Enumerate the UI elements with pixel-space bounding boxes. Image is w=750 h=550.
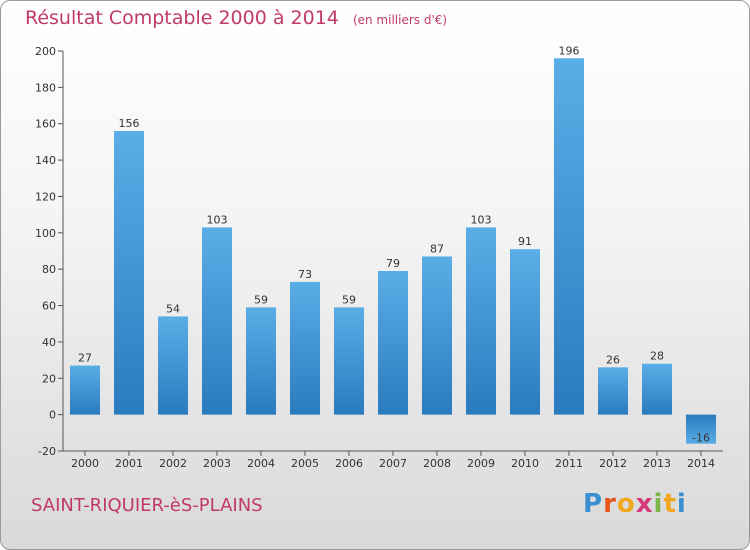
- bar-2001: [114, 131, 144, 415]
- y-tick-label: 80: [42, 263, 56, 276]
- data-label-2010: 91: [518, 235, 532, 248]
- x-tick-label-2009: 2009: [467, 457, 495, 470]
- data-label-2004: 59: [254, 293, 268, 306]
- proxiti-logo: Proxiti: [583, 489, 687, 519]
- chart-subtitle: (en milliers d'€): [352, 13, 448, 27]
- data-label-2002: 54: [166, 302, 180, 315]
- data-label-2014: -16: [692, 432, 710, 445]
- x-tick-label-2006: 2006: [335, 457, 363, 470]
- x-tick-label-2003: 2003: [203, 457, 231, 470]
- bar-2002: [158, 316, 188, 415]
- y-tick-label: 180: [35, 81, 56, 94]
- x-tick-label-2004: 2004: [247, 457, 275, 470]
- bar-2000: [70, 365, 100, 415]
- data-label-2008: 87: [430, 242, 444, 255]
- bar-2013: [642, 363, 672, 415]
- x-tick-label-2010: 2010: [511, 457, 539, 470]
- bar-2004: [246, 307, 276, 415]
- data-label-2003: 103: [207, 213, 228, 226]
- x-tick-label-2011: 2011: [555, 457, 583, 470]
- y-tick-label: 20: [42, 372, 56, 385]
- x-tick-label-2005: 2005: [291, 457, 319, 470]
- bar-2008: [422, 256, 452, 415]
- chart-title-text: Résultat Comptable 2000 à 2014: [25, 7, 339, 29]
- y-tick-label: 100: [35, 227, 56, 240]
- y-tick-label: 40: [42, 336, 56, 349]
- bar-2005: [290, 281, 320, 415]
- data-label-2006: 59: [342, 293, 356, 306]
- y-tick-label: 120: [35, 190, 56, 203]
- x-tick-label-2007: 2007: [379, 457, 407, 470]
- x-tick-label-2008: 2008: [423, 457, 451, 470]
- x-tick-label-2002: 2002: [159, 457, 187, 470]
- data-label-2001: 156: [119, 117, 140, 130]
- x-tick-label-2014: 2014: [687, 457, 715, 470]
- data-label-2005: 73: [298, 268, 312, 281]
- bar-2012: [598, 367, 628, 415]
- y-tick-label: 140: [35, 154, 56, 167]
- x-tick-label-2013: 2013: [643, 457, 671, 470]
- chart-title: Résultat Comptable 2000 à 2014 (en milli…: [25, 7, 447, 29]
- data-label-2013: 28: [650, 350, 664, 363]
- data-labels: 27 156 54 103 59 73 59 79 87 103 91 196 26 28 -16: [78, 44, 710, 444]
- data-label-2012: 26: [606, 353, 620, 366]
- x-tick-label-2000: 2000: [71, 457, 99, 470]
- data-label-2000: 27: [78, 352, 92, 365]
- y-tick-label: 200: [35, 45, 56, 58]
- bar-2009: [466, 227, 496, 415]
- x-tick-label-2001: 2001: [115, 457, 143, 470]
- bar-2007: [378, 271, 408, 415]
- y-tick-label: -20: [38, 445, 56, 458]
- data-label-2009: 103: [471, 213, 492, 226]
- bar-2014: [686, 414, 716, 444]
- x-tick-label-2012: 2012: [599, 457, 627, 470]
- bar-2006: [334, 307, 364, 415]
- y-tick-label: 160: [35, 118, 56, 131]
- bar-2011: [554, 58, 584, 415]
- axes: -20 0 20 40 60 80 100 120 140 160 180 200 2000 2001 20…: [35, 45, 723, 470]
- y-tick-label: 60: [42, 300, 56, 313]
- data-label-2011: 196: [559, 44, 580, 57]
- commune-name: SAINT-RIQUIER-èS-PLAINS: [31, 495, 263, 516]
- data-label-2007: 79: [386, 257, 400, 270]
- bar-2003: [202, 227, 232, 415]
- bars: [70, 58, 716, 444]
- bar-2010: [510, 249, 540, 415]
- y-tick-label: 0: [49, 409, 56, 422]
